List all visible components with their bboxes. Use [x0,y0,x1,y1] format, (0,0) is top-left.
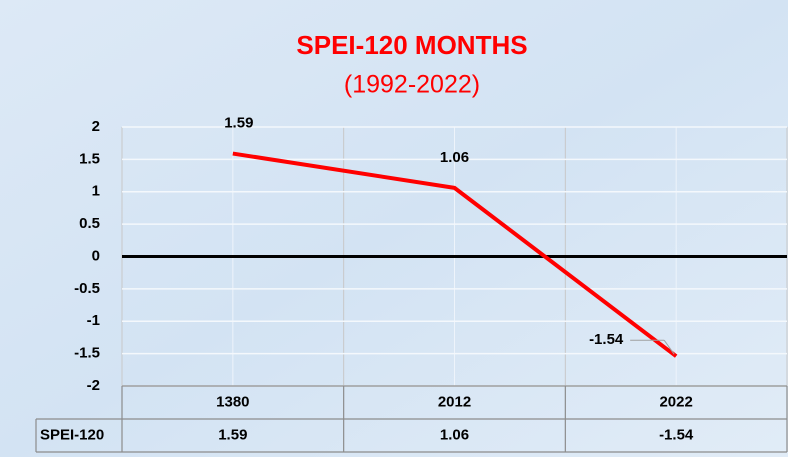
y-tick-label: 1.5 [79,150,100,167]
table-row-label: SPEI-120 [40,426,104,443]
table-value: 1.06 [440,426,469,443]
x-tick-label: 1380 [216,393,249,410]
y-tick-label: 2 [92,118,100,135]
y-tick-label: -0.5 [74,280,100,297]
table-value: -1.54 [659,426,694,443]
y-tick-label: -1 [87,312,100,329]
data-label: -1.54 [589,331,624,348]
y-tick-label: -2 [87,377,100,394]
leader-line [663,339,675,355]
y-tick-label: 0 [92,247,100,264]
table-value: 1.59 [218,426,247,443]
chart-subtitle: (1992-2022) [344,71,480,99]
chart-title: SPEI-120 MONTHS [296,30,527,60]
line [232,151,678,358]
data-label: 1.06 [440,149,469,166]
y-tick-label: 1 [92,183,100,200]
data-label: 1.59 [224,115,253,132]
x-tick-label: 2012 [438,393,471,410]
y-tick-label: 0.5 [79,215,100,232]
x-tick-label: 2022 [659,393,692,410]
y-tick-label: -1.5 [74,345,100,362]
